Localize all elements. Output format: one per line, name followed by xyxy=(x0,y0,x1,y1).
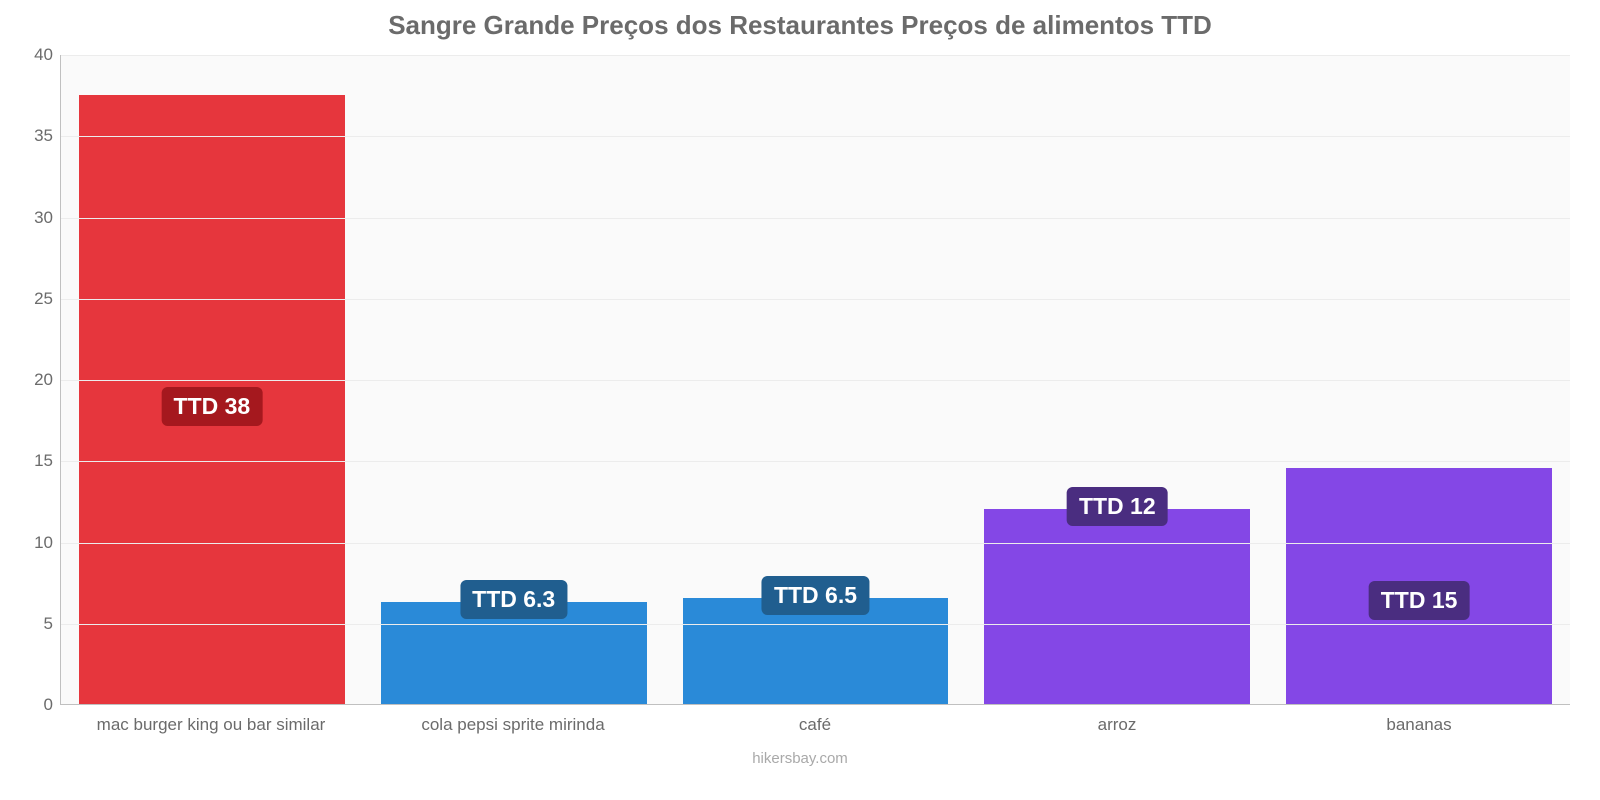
bar-value-label: TTD 6.3 xyxy=(460,580,567,619)
x-axis-labels: mac burger king ou bar similarcola pepsi… xyxy=(60,705,1570,735)
plot-area: TTD 38TTD 6.3TTD 6.5TTD 12TTD 15 0510152… xyxy=(60,55,1570,705)
y-tick-label: 20 xyxy=(34,370,61,390)
bar-value-label: TTD 12 xyxy=(1067,487,1168,526)
bar-value-label: TTD 38 xyxy=(162,387,263,426)
bar: TTD 6.5 xyxy=(683,598,949,704)
y-tick-label: 35 xyxy=(34,126,61,146)
chart-title: Sangre Grande Preços dos Restaurantes Pr… xyxy=(0,0,1600,41)
bar: TTD 38 xyxy=(79,95,345,704)
x-tick-label: arroz xyxy=(966,705,1268,735)
gridline xyxy=(61,380,1570,381)
y-tick-label: 30 xyxy=(34,208,61,228)
y-tick-label: 10 xyxy=(34,533,61,553)
chart-footer: hikersbay.com xyxy=(0,750,1600,767)
gridline xyxy=(61,461,1570,462)
gridline xyxy=(61,299,1570,300)
y-tick-label: 15 xyxy=(34,451,61,471)
y-tick-label: 0 xyxy=(44,695,61,715)
bar-value-label: TTD 6.5 xyxy=(762,576,869,615)
chart-container: Sangre Grande Preços dos Restaurantes Pr… xyxy=(0,0,1600,800)
y-tick-label: 5 xyxy=(44,614,61,634)
y-tick-label: 40 xyxy=(34,45,61,65)
x-tick-label: mac burger king ou bar similar xyxy=(60,705,362,735)
bar: TTD 6.3 xyxy=(381,602,647,704)
gridline xyxy=(61,136,1570,137)
gridline xyxy=(61,218,1570,219)
gridline xyxy=(61,543,1570,544)
y-tick-label: 25 xyxy=(34,289,61,309)
x-tick-label: cola pepsi sprite mirinda xyxy=(362,705,664,735)
bar-value-label: TTD 15 xyxy=(1369,581,1470,620)
bar: TTD 15 xyxy=(1286,468,1552,704)
gridline xyxy=(61,55,1570,56)
bar: TTD 12 xyxy=(984,509,1250,704)
gridline xyxy=(61,624,1570,625)
x-tick-label: café xyxy=(664,705,966,735)
x-tick-label: bananas xyxy=(1268,705,1570,735)
